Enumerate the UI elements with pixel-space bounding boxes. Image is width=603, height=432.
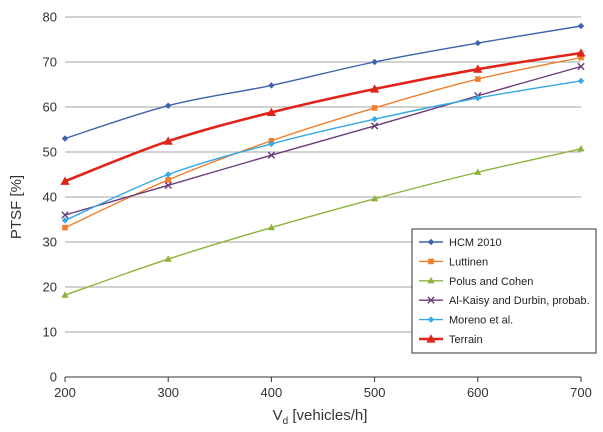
series-lines [60,22,586,298]
legend-box [411,228,597,354]
series-4-point-0 [61,217,69,224]
series-3-point-0-stroke-b [61,211,69,219]
x-tick-label-200: 200 [54,385,76,400]
tick-labels: 0 10 20 30 40 50 60 70 80 200 300 400 500 600 700 [43,10,592,401]
legend-swatch-marker-1 [428,258,434,265]
series-4-line [64,80,582,222]
series-1 [62,54,584,231]
series-3 [61,62,585,219]
series-2-point-4 [474,168,482,175]
series-1-line [64,56,582,229]
x-tick-label-400: 400 [261,385,283,400]
y-tick-label-80: 80 [43,10,57,25]
y-tick-label-50: 50 [43,145,57,160]
legend: HCM 2010 Luttinen Polus and Cohen Al-Kaisy … [411,228,597,354]
legend-swatch-marker-3 [427,296,435,304]
series-1-point-4 [475,76,481,82]
series-3-point-2 [267,151,276,159]
x-tick-label-500: 500 [364,385,386,400]
series-5-point-2 [266,107,276,116]
series-3-point-1 [164,181,172,189]
series-4 [61,77,585,224]
legend-label-0: HCM 2010 [449,237,502,249]
series-1-point-0 [62,224,68,231]
legend-swatch-marker-5 [426,334,436,343]
legend-swatch-marker-2 [427,277,435,284]
legend-swatch-marker-3-stroke-b [427,296,435,304]
series-0 [61,22,585,142]
x-tick-label-700: 700 [570,385,592,400]
series-5-point-1 [163,136,173,145]
series-0-point-3 [371,58,378,66]
series-3-point-3-stroke-b [370,122,379,130]
legend-label-3: Al-Kaisy and Durbin, probab. [449,295,590,307]
series-2 [61,145,585,298]
x-axis-title-unit: [vehicles/h] [288,407,367,424]
series-5-point-4 [473,64,483,73]
y-tick-label-30: 30 [43,235,57,250]
y-tick-label-10: 10 [43,325,57,340]
series-3-point-3 [370,122,379,130]
series-4-point-1 [165,171,172,178]
legend-item-2: Polus and Cohen [419,276,533,288]
series-3-point-5 [577,62,585,71]
series-2-point-5 [577,145,585,152]
legend-item-1: Luttinen [419,256,488,268]
x-axis-title-subscript: d [283,416,289,427]
legend-swatch-marker-4 [427,316,435,323]
series-5-point-3 [370,84,380,93]
legend-label-5: Terrain [449,334,483,346]
series-0-line [64,25,582,140]
y-axis-title: PTSF [%] [8,175,25,239]
legend-label-2: Polus and Cohen [449,276,533,288]
series-4-point-4 [474,94,481,102]
series-3-line [64,65,582,216]
x-axis-title-main: V [273,407,283,424]
series-2-point-1 [164,255,172,262]
legend-item-5: Terrain [419,334,483,346]
y-tick-label-40: 40 [43,190,57,205]
y-tick-label-60: 60 [43,100,57,115]
x-tick-label-300: 300 [157,385,179,400]
legend-item-4: Moreno et al. [419,315,513,327]
legend-swatch-marker-0 [427,238,435,246]
series-5 [60,48,586,185]
series-4-point-2 [268,140,275,148]
series-5-point-0 [60,176,70,185]
series-0-point-4 [474,39,481,47]
series-0-point-0 [61,135,69,142]
series-1-point-3 [371,105,378,111]
series-3-point-0 [61,211,69,219]
y-tick-label-0: 0 [50,370,57,385]
series-2-point-3 [371,195,379,202]
series-1-point-1 [165,177,171,183]
series-4-point-3 [371,115,378,123]
series-5-point-5 [576,48,586,57]
series-4-point-5 [577,77,585,85]
axes [64,376,582,382]
series-3-point-2-stroke-b [267,151,276,159]
legend-item-3: Al-Kaisy and Durbin, probab. [419,295,590,307]
series-0-point-5 [577,22,585,30]
y-tick-label-20: 20 [43,280,57,295]
series-3-point-5-stroke-b [577,62,585,71]
series-0-point-2 [268,82,275,89]
legend-item-0: HCM 2010 [419,237,502,249]
series-2-point-2 [267,223,275,231]
series-5-line [64,51,582,183]
x-tick-label-600: 600 [467,385,489,400]
series-3-point-1-stroke-b [164,181,172,189]
x-axis-title: Vd [vehicles/h] [273,407,368,427]
y-tick-label-70: 70 [43,55,57,70]
series-2-point-0 [61,291,69,298]
series-2-line [64,148,582,296]
series-1-point-5 [578,54,584,61]
series-0-point-1 [165,102,172,109]
legend-label-4: Moreno et al. [449,315,513,327]
gridlines [65,16,581,333]
legend-label-1: Luttinen [449,256,488,268]
